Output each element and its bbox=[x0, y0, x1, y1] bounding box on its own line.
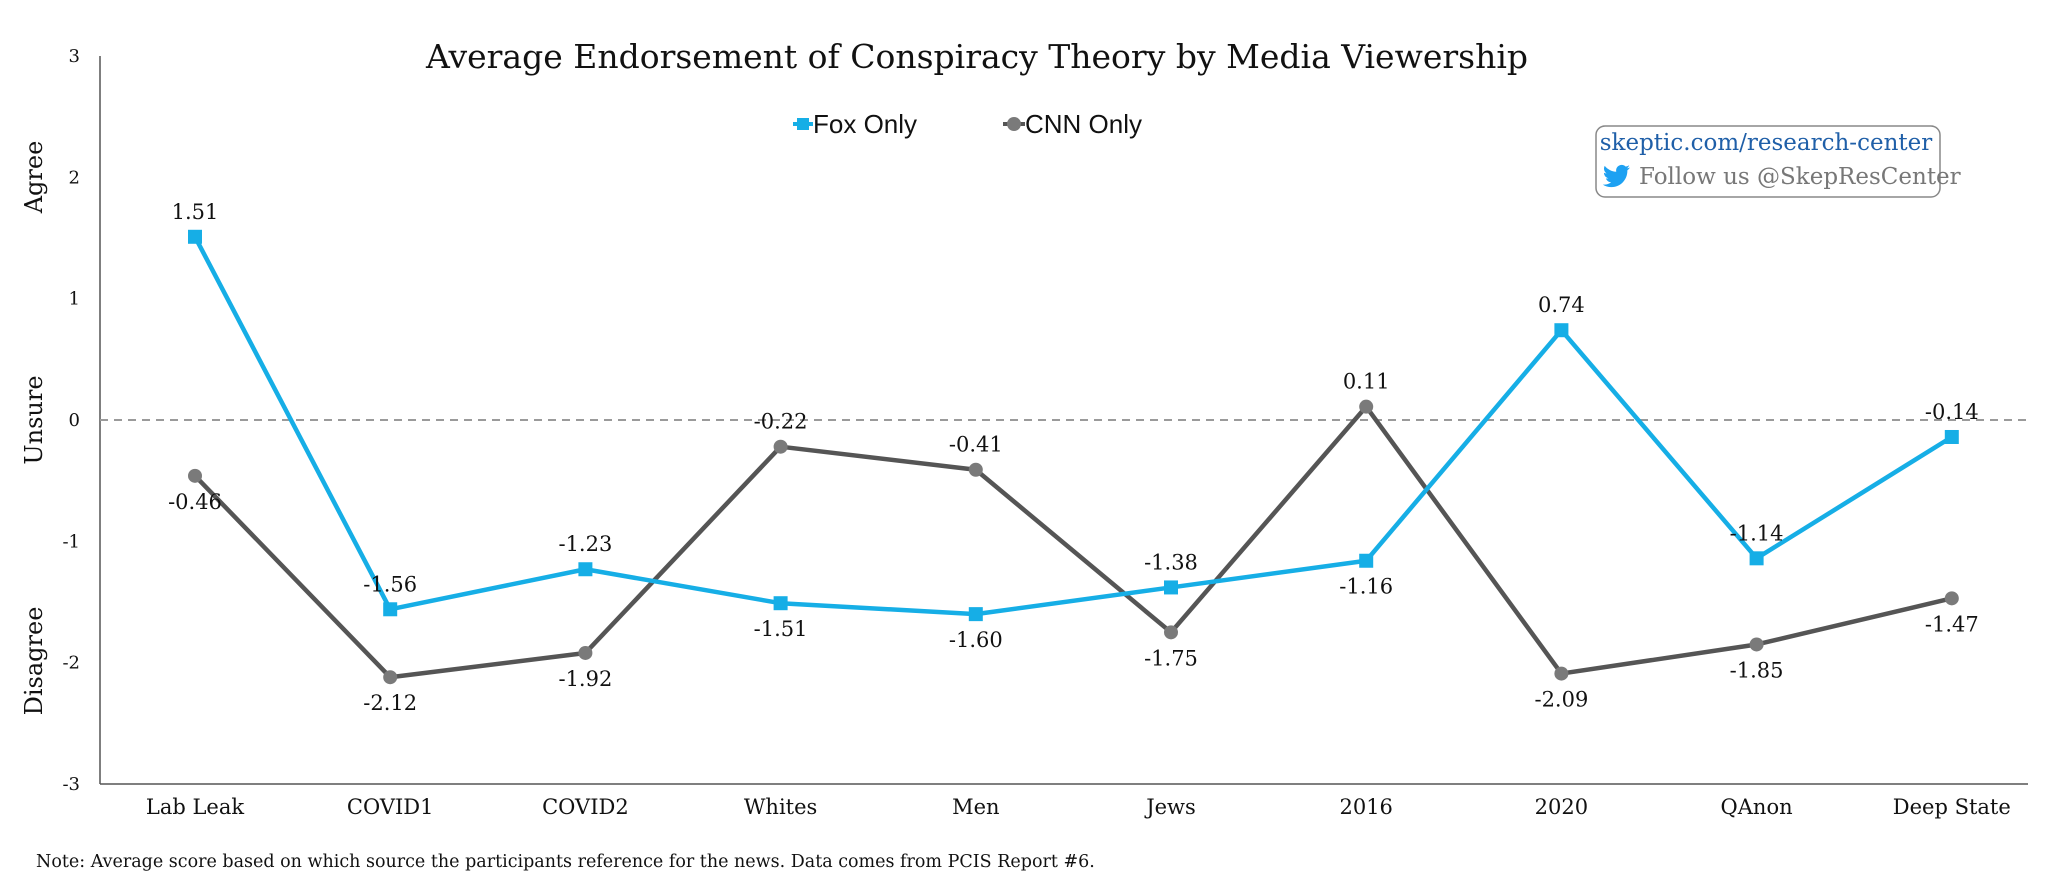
data-label-cnn: -0.46 bbox=[168, 490, 222, 514]
data-labels: 1.51 -1.56 -1.23 -1.51 -1.60 -1.38 -1.16 0.74 -1… bbox=[168, 200, 1979, 715]
data-label-fox: -1.51 bbox=[754, 617, 808, 641]
y-tick-label: 1 bbox=[69, 289, 80, 310]
y-tick-label: 2 bbox=[69, 167, 80, 188]
point-fox bbox=[1554, 323, 1569, 338]
data-label-fox: -1.23 bbox=[558, 532, 612, 556]
data-label-fox: -1.14 bbox=[1730, 521, 1784, 545]
y-tick-label: -2 bbox=[62, 653, 80, 674]
data-label-cnn: 0.11 bbox=[1343, 370, 1390, 394]
point-fox bbox=[968, 607, 983, 622]
y-ticks: 3 2 1 0 -1 -2 -3 bbox=[62, 46, 80, 795]
point-cnn bbox=[1554, 666, 1569, 681]
data-label-cnn: -0.41 bbox=[949, 433, 1003, 457]
legend-fox-marker bbox=[797, 118, 809, 130]
y-tick-label: 3 bbox=[69, 46, 80, 67]
point-fox bbox=[1164, 580, 1178, 595]
data-label-cnn: -0.22 bbox=[754, 410, 808, 434]
series-layer bbox=[188, 229, 1959, 685]
data-label-fox: -1.38 bbox=[1144, 550, 1198, 574]
data-label-fox: 0.74 bbox=[1538, 293, 1585, 317]
point-cnn bbox=[1164, 625, 1178, 640]
data-label-cnn: -2.12 bbox=[363, 691, 417, 715]
series-line-cnn bbox=[193, 404, 1953, 680]
legend-item-fox: Fox Only bbox=[793, 109, 917, 139]
branding-border bbox=[1595, 125, 1941, 198]
point-cnn bbox=[383, 670, 398, 685]
x-category-label: 2016 bbox=[1339, 795, 1392, 819]
point-fox bbox=[383, 602, 398, 617]
point-fox bbox=[773, 596, 788, 611]
data-label-fox: -1.56 bbox=[363, 572, 417, 596]
side-label-unsure: Unsure bbox=[20, 375, 48, 464]
data-label-cnn: -1.85 bbox=[1730, 658, 1784, 682]
point-cnn bbox=[968, 462, 983, 477]
branding-box: skeptic.com/research-center Follow us @S… bbox=[1595, 125, 1961, 198]
point-cnn bbox=[578, 645, 593, 660]
legend-item-cnn: CNN Only bbox=[1003, 109, 1142, 139]
x-category-label: COVID2 bbox=[542, 795, 629, 819]
chart-title: Average Endorsement of Conspiracy Theory… bbox=[425, 37, 1528, 76]
legend-cnn-label: CNN Only bbox=[1025, 109, 1142, 139]
branding-url[interactable]: skeptic.com/research-center bbox=[1600, 130, 1933, 156]
legend-cnn-marker bbox=[1007, 117, 1021, 131]
x-category-label: Jews bbox=[1144, 795, 1196, 819]
y-tick-label: -1 bbox=[62, 531, 80, 552]
side-label-agree: Agree bbox=[20, 141, 48, 215]
data-label-fox: -0.14 bbox=[1925, 400, 1979, 424]
point-fox bbox=[1359, 553, 1374, 568]
twitter-bird-icon bbox=[1602, 164, 1630, 188]
point-fox bbox=[578, 562, 593, 577]
branding-follow[interactable]: Follow us @SkepResCenter bbox=[1639, 164, 1961, 190]
y-tick-label: 0 bbox=[69, 410, 80, 431]
data-label-fox: -1.16 bbox=[1339, 575, 1393, 599]
footnote: Note: Average score based on which sourc… bbox=[36, 852, 1095, 872]
point-fox bbox=[1749, 551, 1764, 566]
x-category-label: Whites bbox=[744, 795, 817, 819]
y-tick-label: -3 bbox=[62, 774, 80, 795]
point-cnn bbox=[1749, 637, 1764, 652]
data-label-cnn: -1.75 bbox=[1144, 646, 1198, 670]
legend-fox-label: Fox Only bbox=[813, 109, 917, 139]
data-label-cnn: -1.92 bbox=[558, 667, 612, 691]
legend: Fox Only CNN Only bbox=[793, 109, 1142, 139]
series-line-fox bbox=[193, 235, 1953, 617]
side-label-disagree: Disagree bbox=[20, 607, 48, 716]
point-cnn bbox=[1944, 591, 1959, 606]
x-category-label: Men bbox=[952, 795, 999, 819]
data-label-fox: 1.51 bbox=[172, 200, 219, 224]
data-label-cnn: -1.47 bbox=[1925, 612, 1979, 636]
point-fox bbox=[188, 229, 202, 244]
point-cnn bbox=[188, 468, 202, 483]
x-category-label: COVID1 bbox=[347, 795, 434, 819]
data-label-fox: -1.60 bbox=[949, 628, 1003, 652]
point-cnn bbox=[773, 439, 788, 454]
x-category-label: Deep State bbox=[1893, 795, 2011, 819]
x-category-label: QAnon bbox=[1721, 795, 1793, 819]
point-cnn bbox=[1359, 399, 1374, 414]
data-label-cnn: -2.09 bbox=[1534, 688, 1588, 712]
x-category-label: Lab Leak bbox=[146, 795, 244, 819]
x-category-label: 2020 bbox=[1535, 795, 1588, 819]
x-categories: Lab Leak COVID1 COVID2 Whites Men Jews 2016 202… bbox=[146, 795, 2011, 819]
point-fox bbox=[1944, 429, 1959, 444]
